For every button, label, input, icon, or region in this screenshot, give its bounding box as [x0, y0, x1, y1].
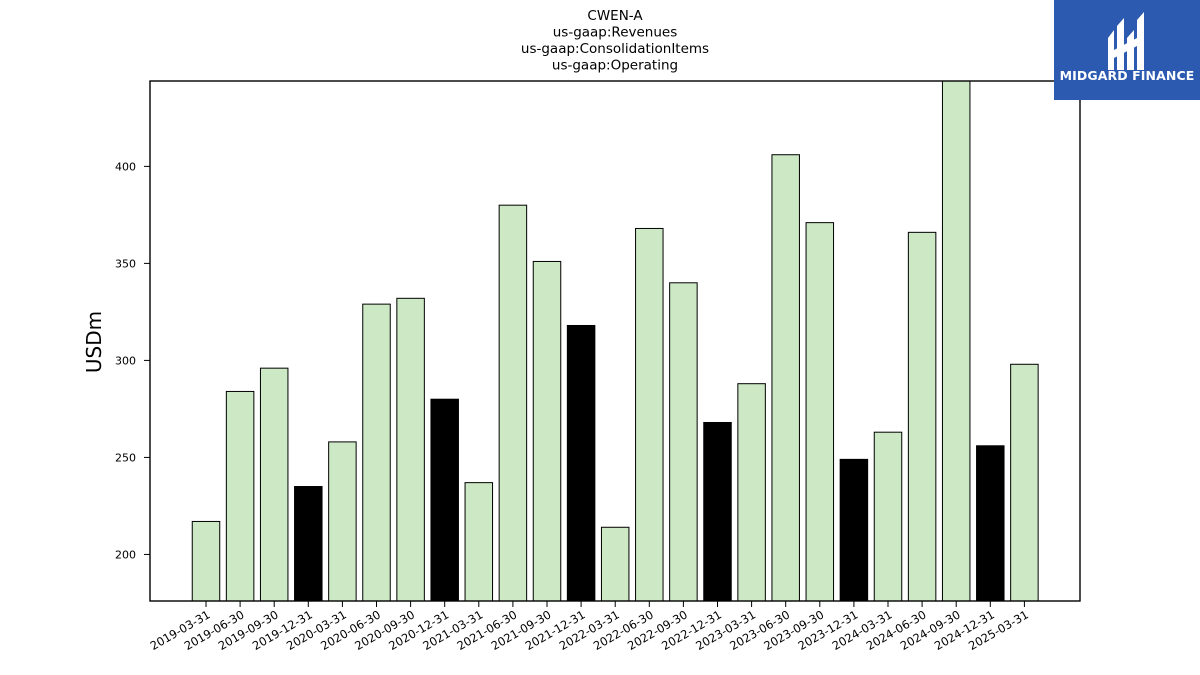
bar-2024-06-30: [907, 231, 937, 602]
bar-2021-03-31: [464, 482, 494, 602]
bar-2025-03-31: [1010, 363, 1039, 602]
bar-2019-09-30: [259, 367, 289, 602]
chart-title-line: us-gaap:Revenues: [553, 25, 678, 41]
bar-2022-12-31: [703, 421, 732, 602]
y-tick-label: 200: [115, 548, 136, 561]
y-axis: 200 250 300 350 400: [115, 160, 150, 561]
bar-2021-09-30: [532, 260, 562, 602]
plot-frame: [149, 80, 1081, 602]
bar-2022-03-31: [600, 526, 630, 602]
bar-2020-12-31: [430, 398, 459, 602]
y-tick-label: 350: [115, 257, 136, 270]
logo-mark-icon: [1054, 0, 1200, 100]
chart-title: CWEN-Aus-gaap:Revenuesus-gaap:Consolidat…: [521, 8, 709, 74]
y-tick-label: 400: [115, 160, 136, 173]
bar-2024-12-31: [976, 445, 1005, 602]
bar-2020-06-30: [362, 303, 391, 602]
bar-2021-06-30: [498, 204, 528, 602]
bars-group: [191, 80, 1039, 602]
bar-2023-09-30: [805, 222, 835, 602]
bar-2023-03-31: [737, 383, 766, 602]
bar-2019-03-31: [191, 520, 221, 602]
bar-2019-06-30: [225, 390, 255, 602]
bar-2024-09-30: [941, 80, 971, 602]
bar-2019-12-31: [294, 486, 323, 602]
bar-2020-09-30: [396, 297, 425, 602]
bar-2021-12-31: [566, 324, 596, 602]
bar-2022-09-30: [669, 282, 698, 602]
brand-logo: MIDGARD FINANCE: [1054, 0, 1200, 100]
bar-2023-06-30: [771, 154, 800, 602]
y-tick-label: 250: [115, 451, 136, 464]
chart-title-line: CWEN-A: [587, 8, 643, 24]
bar-2023-12-31: [839, 458, 869, 602]
bar-2022-06-30: [635, 227, 664, 602]
logo-text: MIDGARD FINANCE: [1059, 68, 1195, 83]
chart-title-line: us-gaap:Operating: [552, 58, 678, 74]
bar-2024-03-31: [873, 431, 903, 602]
y-axis-label: USDm: [82, 311, 106, 373]
bar-2020-03-31: [328, 441, 357, 602]
chart-title-line: us-gaap:ConsolidationItems: [521, 41, 709, 57]
x-axis: 2019-03-312019-06-302019-09-302019-12-31…: [148, 601, 1031, 653]
y-tick-label: 300: [115, 354, 136, 367]
